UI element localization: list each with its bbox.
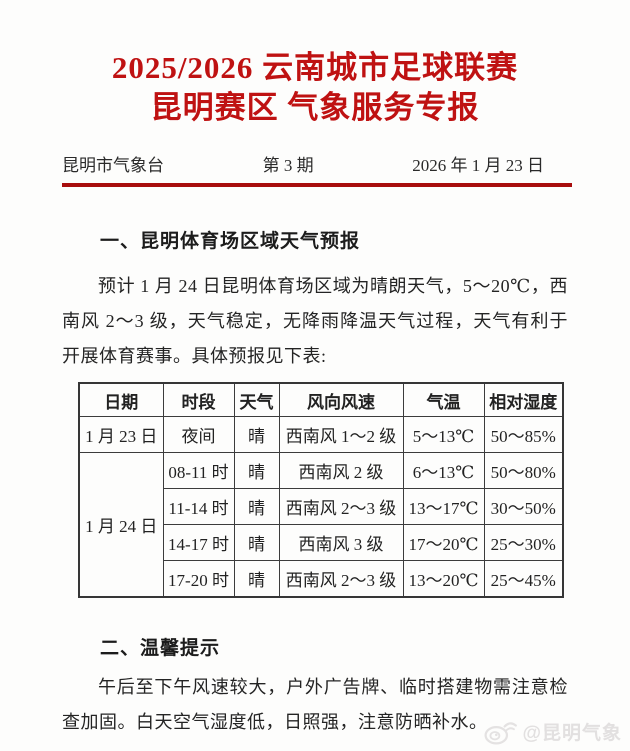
table-row: 11-14 时 晴 西南风 2～3 级 13～17℃ 30～50% bbox=[79, 488, 564, 525]
cell-weather: 晴 bbox=[233, 452, 280, 489]
cell-weather: 晴 bbox=[233, 560, 280, 598]
cell-wind: 西南风 2 级 bbox=[278, 452, 404, 489]
weibo-icon bbox=[484, 721, 518, 745]
section-1-heading: 一、昆明体育场区域天气预报 bbox=[100, 231, 361, 252]
cell-weather: 晴 bbox=[233, 416, 280, 453]
cell-weather: 晴 bbox=[233, 524, 280, 561]
cell-humidity: 50～80% bbox=[483, 452, 564, 489]
issue-date: 2026 年 1 月 23 日 bbox=[412, 156, 544, 175]
cell-wind: 西南风 3 级 bbox=[278, 524, 404, 561]
cell-period: 11-14 时 bbox=[162, 488, 235, 525]
watermark-handle: @昆明气象 bbox=[522, 723, 622, 744]
table-row: 1 月 23 日 夜间 晴 西南风 1～2 级 5～13℃ 50～85% bbox=[78, 416, 564, 453]
col-header-date: 日期 bbox=[78, 382, 164, 417]
col-header-humidity: 相对湿度 bbox=[483, 382, 564, 417]
cell-period: 14-17 时 bbox=[162, 524, 235, 561]
cell-humidity: 25～30% bbox=[483, 524, 564, 561]
weibo-watermark: @昆明气象 bbox=[483, 718, 622, 745]
red-divider-rule bbox=[62, 183, 572, 187]
section-2-paragraph: 午后至下午风速较大，户外广告牌、临时搭建物需注意检查加固。白天空气湿度低，日照强… bbox=[62, 677, 568, 732]
cell-humidity: 30～50% bbox=[483, 488, 564, 525]
section-1-paragraph: 预计 1 月 24 日昆明体育场区域为晴朗天气，5～20℃，西南风 2～3 级，… bbox=[62, 276, 568, 366]
issuer-name: 昆明市气象台 bbox=[62, 156, 164, 175]
cell-period: 夜间 bbox=[162, 416, 235, 453]
cell-wind: 西南风 2～3 级 bbox=[278, 488, 404, 525]
cell-temp: 13～20℃ bbox=[402, 560, 485, 598]
cell-date: 1 月 23 日 bbox=[78, 416, 164, 453]
table-header-row: 日期 时段 天气 风向风速 气温 相对湿度 bbox=[78, 382, 564, 417]
cell-temp: 5～13℃ bbox=[402, 416, 485, 453]
col-header-period: 时段 bbox=[162, 382, 235, 417]
bulletin-title: 2025/2026 云南城市足球联赛 昆明赛区 气象服务专报 bbox=[0, 0, 630, 128]
cell-wind: 西南风 1～2 级 bbox=[278, 416, 404, 453]
table-row: 14-17 时 晴 西南风 3 级 17～20℃ 25～30% bbox=[79, 524, 564, 561]
forecast-table: 日期 时段 天气 风向风速 气温 相对湿度 1 月 23 日 夜间 晴 西南风 … bbox=[78, 382, 564, 598]
table-row: 1 月 24 日 08-11 时 晴 西南风 2 级 6～13℃ 50～80% bbox=[78, 452, 564, 598]
title-line-1: 2025/2026 云南城市足球联赛 bbox=[111, 50, 519, 85]
cell-period: 17-20 时 bbox=[162, 560, 235, 598]
cell-humidity: 25～45% bbox=[483, 560, 564, 598]
col-header-temp: 气温 bbox=[402, 382, 485, 417]
title-line-2: 昆明赛区 气象服务专报 bbox=[150, 90, 480, 125]
section-2-heading: 二、温馨提示 bbox=[100, 638, 221, 659]
cell-wind: 西南风 2～3 级 bbox=[278, 560, 404, 598]
cell-temp: 17～20℃ bbox=[402, 524, 485, 561]
cell-period: 08-11 时 bbox=[162, 452, 235, 489]
cell-temp: 6～13℃ bbox=[402, 452, 485, 489]
col-header-wind: 风向风速 bbox=[278, 382, 404, 417]
cell-temp: 13～17℃ bbox=[402, 488, 485, 525]
cell-date-merged: 1 月 24 日 bbox=[78, 452, 164, 598]
col-header-weather: 天气 bbox=[233, 382, 280, 417]
issue-meta-row: 昆明市气象台 第 3 期 2026 年 1 月 23 日 bbox=[62, 154, 570, 178]
cell-weather: 晴 bbox=[233, 488, 280, 525]
table-row: 17-20 时 晴 西南风 2～3 级 13～20℃ 25～45% bbox=[79, 560, 564, 598]
issue-number: 第 3 期 bbox=[262, 156, 314, 175]
cell-humidity: 50～85% bbox=[483, 416, 564, 453]
